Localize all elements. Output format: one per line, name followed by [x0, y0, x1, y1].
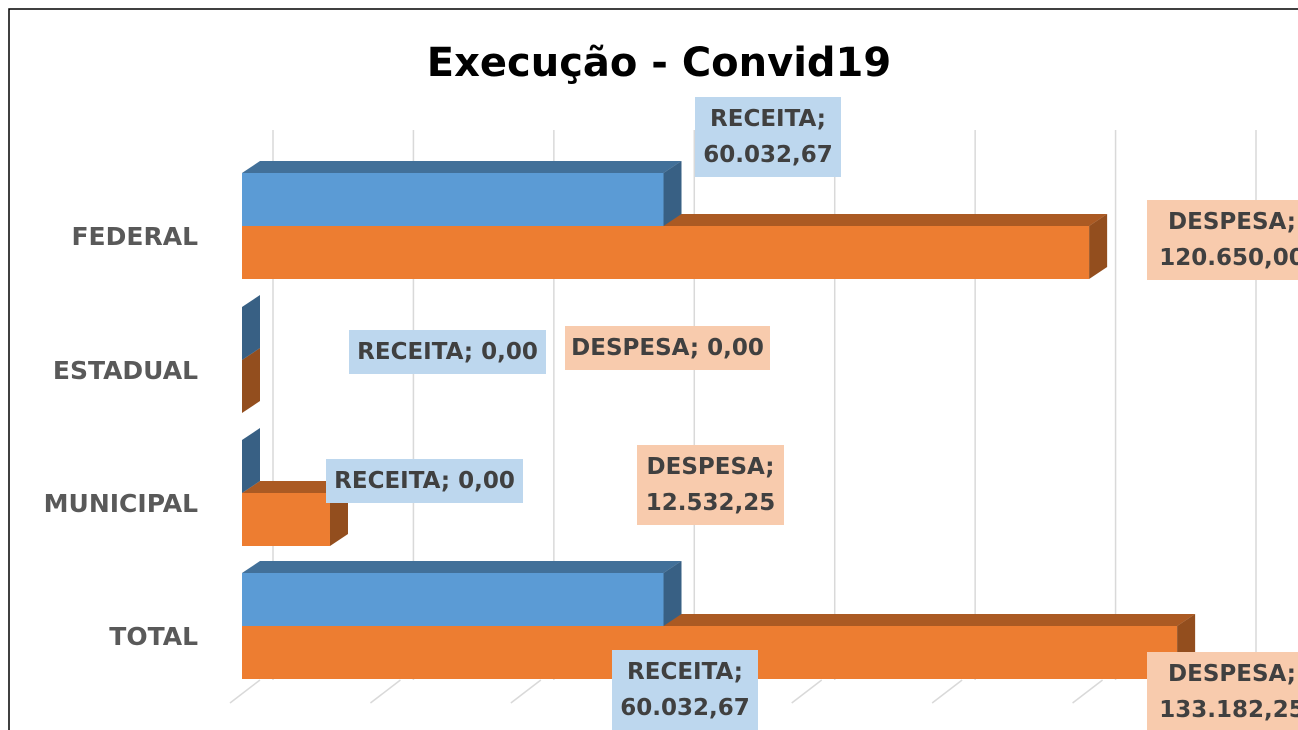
- bar-side: [663, 161, 682, 226]
- bar-side: [1089, 214, 1108, 279]
- bar-top: [242, 161, 682, 173]
- bar: [242, 348, 260, 413]
- bar-top: [242, 561, 682, 573]
- floor-line: [229, 679, 261, 704]
- bar-front: [242, 173, 664, 226]
- bar-front: [242, 493, 330, 546]
- bar: [242, 295, 260, 360]
- bar-side: [242, 295, 260, 360]
- category-label: FEDERAL: [71, 222, 198, 251]
- bar: [242, 161, 682, 226]
- floor-line: [931, 679, 963, 704]
- floor-line: [510, 679, 542, 704]
- bar-side: [242, 348, 260, 413]
- data-label: DESPESA; 120.650,00: [1147, 200, 1298, 280]
- bar: [242, 428, 260, 493]
- bar-side: [242, 428, 260, 493]
- bar: [242, 481, 348, 546]
- data-label: RECEITA; 60.032,67: [695, 97, 841, 177]
- floor-line: [791, 679, 823, 704]
- bar-top: [242, 481, 348, 493]
- floor-line: [369, 679, 401, 704]
- data-label: RECEITA; 60.032,67: [612, 650, 758, 730]
- data-label: DESPESA; 12.532,25: [637, 445, 784, 525]
- data-label: RECEITA; 0,00: [326, 459, 523, 503]
- floor-line: [1072, 679, 1104, 704]
- data-label: RECEITA; 0,00: [349, 330, 546, 374]
- category-label: ESTADUAL: [53, 356, 198, 385]
- data-label: DESPESA; 133.182,25: [1147, 652, 1298, 730]
- bar-front: [242, 226, 1090, 279]
- bar-side: [663, 561, 682, 626]
- category-label: MUNICIPAL: [44, 489, 198, 518]
- chart-title: Execução - Convid19: [427, 40, 891, 86]
- category-label: TOTAL: [109, 622, 198, 651]
- bar: [242, 561, 682, 626]
- bar-front: [242, 573, 664, 626]
- data-label: DESPESA; 0,00: [565, 326, 770, 370]
